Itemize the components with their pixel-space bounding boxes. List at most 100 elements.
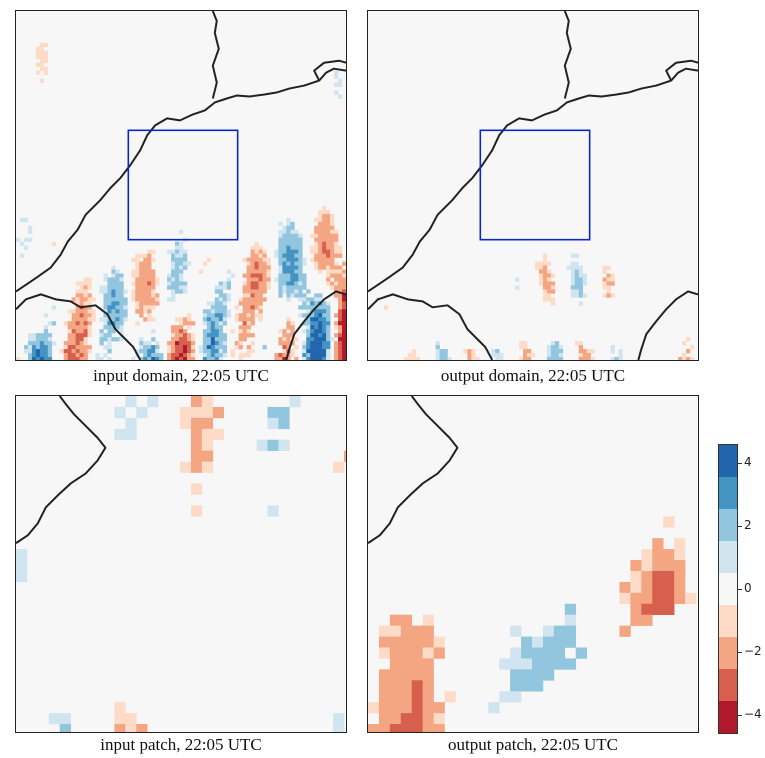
heatmap-cell — [278, 337, 283, 342]
heatmap-cell — [226, 309, 231, 314]
heatmap-cell — [558, 353, 564, 358]
heatmap-cell — [179, 265, 184, 270]
heatmap-cell — [47, 337, 53, 342]
heatmap-cell — [107, 309, 112, 314]
heatmap-cell — [182, 353, 188, 358]
heatmap-cell — [171, 349, 176, 354]
heatmap-cell — [242, 313, 247, 318]
colorbar-tick-label: 4 — [744, 454, 752, 469]
heatmap-cell — [334, 281, 339, 286]
input-domain-map — [16, 11, 346, 360]
heatmap-cell — [147, 297, 152, 302]
heatmap-cell — [575, 647, 587, 659]
heatmap-cell — [75, 357, 80, 360]
heatmap-cell — [147, 293, 152, 298]
colorbar-tick-label: 0 — [744, 581, 752, 595]
heatmap-cell — [298, 297, 303, 302]
heatmap-cell — [147, 349, 152, 354]
heatmap-cell — [574, 293, 580, 298]
heatmap-cell — [151, 289, 156, 294]
heatmap-cell — [262, 285, 267, 290]
heatmap-cell — [334, 273, 339, 278]
heatmap-cell — [39, 78, 45, 83]
heatmap-cell — [532, 669, 544, 681]
heatmap-cell — [238, 329, 243, 334]
heatmap-cell — [294, 293, 299, 298]
heatmap-cell — [334, 353, 339, 358]
heatmap-cell — [39, 42, 45, 48]
heatmap-cell — [43, 42, 49, 48]
heatmap-cell — [290, 341, 295, 346]
heatmap-cell — [330, 257, 335, 262]
heatmap-cell — [586, 353, 591, 358]
heatmap-cell — [175, 353, 180, 358]
heatmap-cell — [278, 249, 283, 254]
heatmap-cell — [226, 297, 231, 302]
heatmap-cell — [159, 353, 164, 358]
heatmap-cell — [139, 253, 144, 258]
heatmap-cell — [400, 724, 413, 732]
heatmap-cell — [550, 281, 556, 286]
heatmap-cell — [286, 281, 291, 286]
heatmap-cell — [282, 337, 287, 342]
heatmap-cell — [314, 225, 319, 231]
heatmap-cell — [135, 297, 140, 302]
heatmap-cell — [574, 277, 580, 282]
heatmap-cell — [274, 253, 279, 258]
heatmap-cell — [294, 357, 299, 360]
heatmap-cell — [686, 357, 691, 360]
heatmap-cell — [111, 313, 116, 318]
heatmap-cell — [250, 249, 255, 254]
heatmap-cell — [123, 313, 128, 318]
heatmap-cell — [238, 333, 243, 338]
heatmap-cell — [314, 357, 319, 360]
heatmap-cell — [107, 329, 112, 334]
heatmap-cell — [262, 345, 267, 350]
heatmap-cell — [83, 337, 88, 342]
heatmap-cell — [179, 229, 184, 235]
heatmap-cell — [67, 333, 72, 338]
colorbar-segment — [719, 541, 737, 574]
heatmap-cell — [443, 353, 448, 358]
heatmap-cell — [314, 337, 319, 342]
heatmap-cell — [546, 353, 552, 358]
heatmap-cell — [250, 349, 255, 354]
heatmap-cell — [602, 293, 607, 298]
heatmap-cell — [602, 281, 607, 286]
heatmap-cell — [180, 406, 192, 419]
heatmap-cell — [338, 313, 343, 318]
heatmap-cell — [326, 249, 331, 254]
heatmap-cell — [222, 333, 228, 338]
heatmap-cell — [83, 297, 88, 302]
heatmap-cell — [306, 337, 311, 342]
heatmap-cell — [334, 233, 339, 238]
heatmap-cell — [542, 297, 548, 302]
heatmap-cell — [242, 309, 247, 314]
heatmap-cell — [554, 349, 560, 354]
heatmap-cell — [139, 285, 144, 290]
heatmap-cell — [400, 669, 413, 681]
heatmap-cell — [250, 277, 255, 282]
heatmap-cell — [190, 406, 203, 419]
heatmap-cell — [322, 233, 327, 238]
heatmap-cell — [119, 305, 124, 310]
heatmap-cell — [463, 349, 468, 354]
heatmap-cell — [256, 439, 268, 451]
heatmap-cell — [190, 321, 196, 326]
heatmap-cell — [238, 345, 243, 350]
heatmap-cell — [71, 337, 76, 342]
heatmap-cell — [171, 249, 176, 254]
heatmap-cell — [250, 321, 255, 326]
heatmap-cell — [282, 349, 287, 354]
heatmap-cell — [471, 353, 476, 358]
heatmap-cell — [218, 321, 224, 326]
heatmap-cell — [75, 337, 80, 342]
heatmap-cell — [35, 333, 41, 338]
heatmap-cell — [606, 277, 611, 282]
heatmap-cell — [179, 281, 184, 286]
heatmap-cell — [334, 241, 339, 246]
heatmap-cell — [143, 301, 148, 306]
heatmap-cell — [167, 349, 172, 354]
heatmap-cell — [47, 341, 53, 346]
heatmap-cell — [334, 70, 339, 75]
